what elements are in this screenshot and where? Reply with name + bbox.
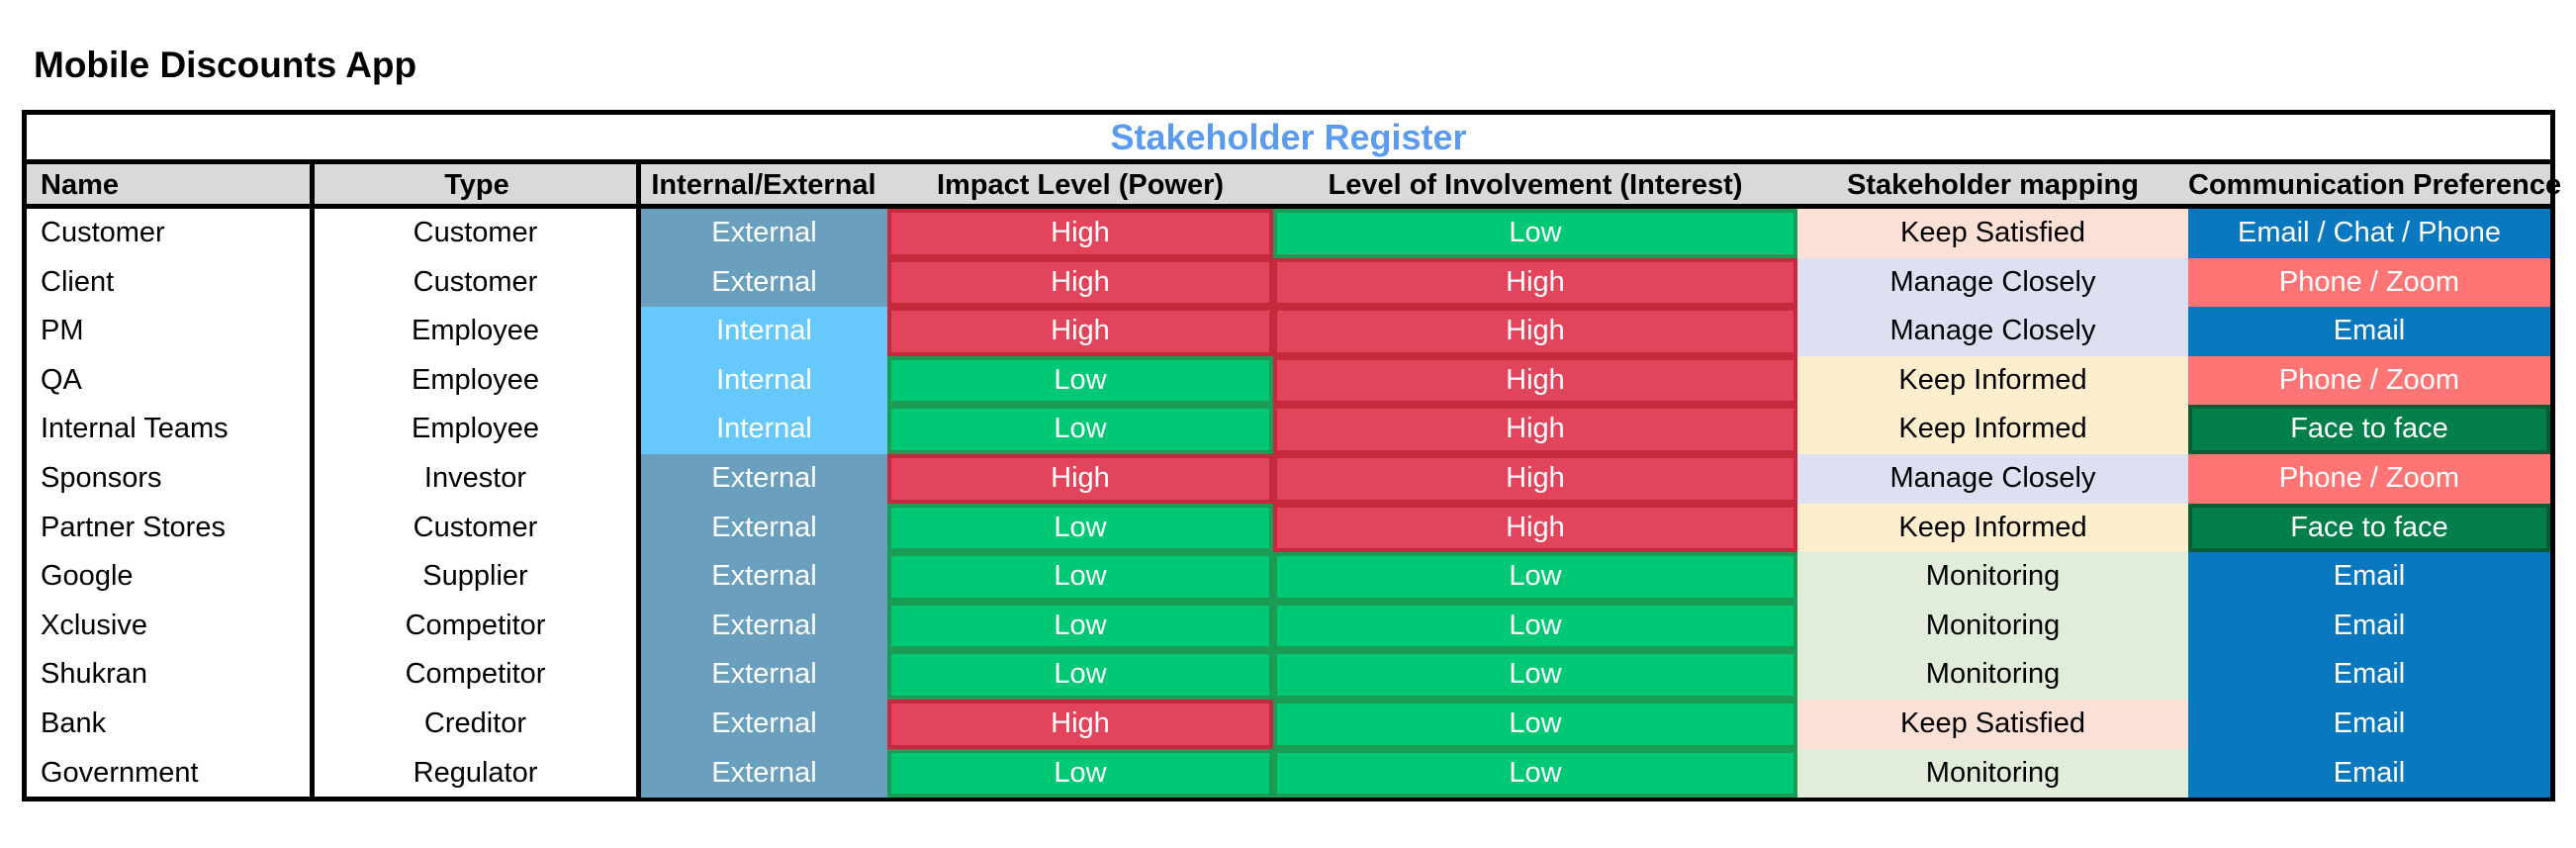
cell-stakeholder-mapping: Manage Closely [1797,454,2188,504]
cell-stakeholder-mapping: Monitoring [1797,601,2188,651]
header-level-of-involvement: Level of Involvement (Interest) [1273,164,1797,209]
cell-type: Employee [412,363,539,396]
cell-internal-external: External [641,700,887,749]
cell-communication-preference: Email [2188,307,2550,356]
cell-stakeholder-mapping: Keep Satisfied [1797,209,2188,258]
header-internal-external: Internal/External [640,164,887,209]
cell-communication-preference: Email [2188,700,2550,749]
cell-internal-external: External [641,503,887,553]
cell-communication-preference: Email / Chat / Phone [2188,209,2550,258]
cell-impact-level: High [887,257,1273,308]
cell-stakeholder-mapping: Keep Informed [1797,355,2188,406]
cell-communication-preference: Phone / Zoom [2188,454,2550,504]
cell-impact-level: High [887,209,1273,258]
cell-internal-external: External [641,257,887,308]
cell-type: Competitor [405,609,546,641]
cell-communication-preference: Face to face [2188,405,2550,454]
cell-name: Government [41,756,199,789]
cell-interest-level: Low [1273,552,1797,602]
cell-stakeholder-mapping: Manage Closely [1797,257,2188,308]
cell-stakeholder-mapping: Keep Satisfied [1797,700,2188,749]
cell-internal-external: Internal [641,355,887,406]
app-title: Mobile Discounts App [34,45,417,85]
cell-name: Sponsors [41,462,162,494]
cell-internal-external: External [641,650,887,700]
column-divider [636,164,641,801]
cell-interest-level: Low [1273,601,1797,651]
cell-internal-external: External [641,552,887,602]
cell-impact-level: High [887,700,1273,749]
cell-type: Creditor [423,707,527,739]
cell-impact-level: Low [887,601,1273,651]
cell-internal-external: External [641,748,887,799]
cell-interest-level: High [1273,454,1797,504]
cell-impact-level: Low [887,405,1273,454]
cell-name: PM [41,315,84,347]
cell-interest-level: Low [1273,748,1797,799]
register-title: Stakeholder Register [27,115,2550,164]
cell-impact-level: High [887,307,1273,356]
cell-stakeholder-mapping: Monitoring [1797,552,2188,602]
header-stakeholder-mapping: Stakeholder mapping [1797,164,2188,209]
cell-type: Investor [423,462,527,494]
cell-impact-level: Low [887,552,1273,602]
column-divider [310,164,315,801]
cell-name: Xclusive [41,609,147,641]
cell-interest-level: High [1273,355,1797,406]
cell-impact-level: Low [887,748,1273,799]
cell-interest-level: High [1273,503,1797,553]
cell-interest-level: High [1273,307,1797,356]
cell-stakeholder-mapping: Keep Informed [1797,503,2188,553]
header-impact-level: Impact Level (Power) [887,164,1273,209]
cell-interest-level: Low [1273,650,1797,700]
cell-impact-level: High [887,454,1273,504]
header-type: Type [314,164,640,209]
cell-type: Employee [412,315,539,347]
cell-impact-level: Low [887,650,1273,700]
cell-communication-preference: Phone / Zoom [2188,257,2550,308]
cell-type: Customer [413,217,538,248]
cell-internal-external: Internal [641,307,887,356]
cell-type: Employee [412,413,539,445]
cell-type: Supplier [422,560,528,593]
header-communication-preference: Communication Preference [2188,164,2561,209]
stakeholder-register-table: Stakeholder Register Name Type Internal/… [22,110,2561,801]
cell-stakeholder-mapping: Keep Informed [1797,405,2188,454]
cell-name: Bank [41,707,107,739]
cell-impact-level: Low [887,355,1273,406]
cell-type: Regulator [413,756,538,789]
cell-name: QA [41,363,82,396]
cell-name: Internal Teams [41,413,229,445]
cell-name: Shukran [41,658,148,691]
cell-name: Client [41,265,115,298]
cell-internal-external: External [641,454,887,504]
cell-communication-preference: Email [2188,601,2550,651]
cell-type: Customer [413,265,538,298]
cell-interest-level: Low [1273,209,1797,258]
cell-communication-preference: Face to face [2188,503,2550,553]
cell-stakeholder-mapping: Manage Closely [1797,307,2188,356]
cell-internal-external: External [641,601,887,651]
cell-name: Customer [41,217,165,248]
header-name: Name [27,164,314,209]
cell-name: Partner Stores [41,511,226,543]
cell-communication-preference: Phone / Zoom [2188,355,2550,406]
cell-impact-level: Low [887,503,1273,553]
cell-name: Google [41,560,134,593]
cell-interest-level: Low [1273,700,1797,749]
cell-internal-external: Internal [641,405,887,454]
cell-type: Competitor [405,658,546,691]
cell-communication-preference: Email [2188,552,2550,602]
cell-stakeholder-mapping: Monitoring [1797,650,2188,700]
cell-interest-level: High [1273,257,1797,308]
cell-stakeholder-mapping: Monitoring [1797,748,2188,799]
cell-type: Customer [413,511,538,543]
cell-communication-preference: Email [2188,650,2550,700]
cell-communication-preference: Email [2188,748,2550,799]
cell-internal-external: External [641,209,887,258]
cell-interest-level: High [1273,405,1797,454]
